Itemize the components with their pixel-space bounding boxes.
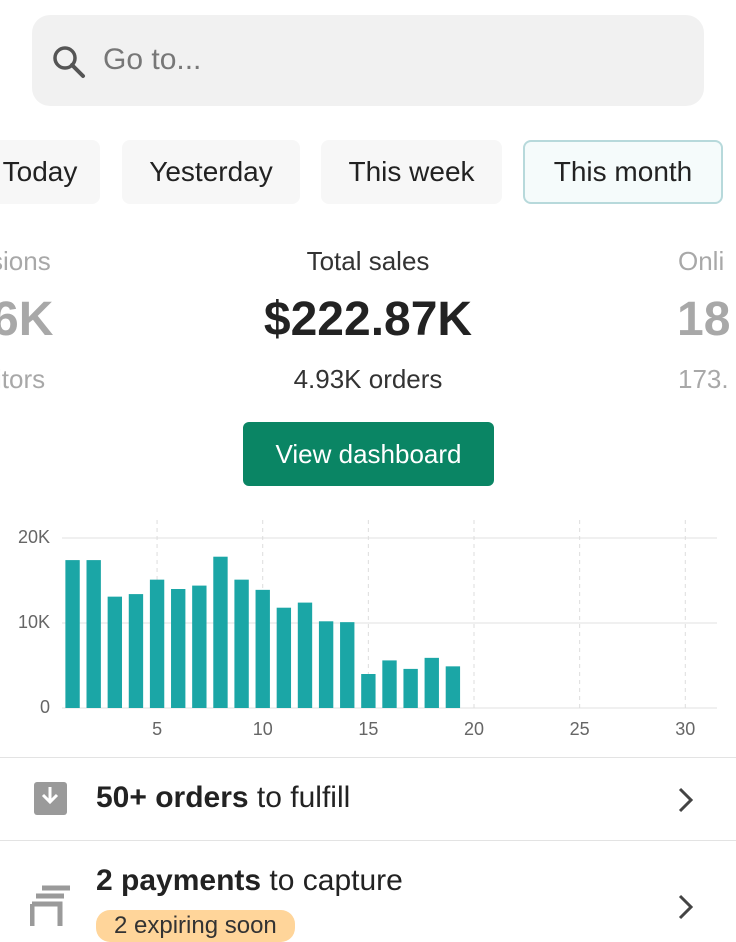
view-dashboard-button[interactable]: View dashboard [243, 422, 494, 486]
bar [171, 589, 186, 708]
search-bar[interactable]: Go to... [32, 15, 704, 106]
separator [0, 757, 736, 758]
metric-sub: 4.93K orders [293, 364, 443, 394]
metric-value: 18 [677, 293, 731, 346]
y-tick-label: 20K [18, 527, 50, 547]
badge: 2 expiring soon [96, 910, 295, 942]
task-row[interactable]: 50+ orders to fulfill [96, 781, 350, 815]
metric-title: sions [0, 246, 51, 276]
x-tick-label: 10 [253, 719, 273, 739]
tab[interactable]: This week [321, 140, 502, 204]
x-tick-label: 25 [570, 719, 590, 739]
x-tick-label: 15 [358, 719, 378, 739]
bar [255, 589, 270, 708]
search-icon [53, 46, 85, 78]
bar [361, 674, 376, 708]
bar [276, 607, 292, 708]
bar [340, 622, 355, 708]
task-text: to fulfill [248, 781, 351, 814]
tab[interactable]: Yesterday [122, 140, 300, 204]
chevron [678, 787, 694, 813]
bar [128, 594, 144, 708]
bar [403, 668, 418, 708]
x-tick-label: 20 [464, 719, 484, 739]
tab-selected[interactable]: This month [523, 140, 723, 204]
fulfill-icon [34, 782, 67, 815]
bar [213, 556, 228, 708]
metric-value: $222.87K [263, 293, 473, 346]
x-tick-label: 5 [152, 719, 162, 739]
y-tick-label: 10K [18, 612, 50, 632]
bar [318, 621, 334, 708]
task-text: to capture [261, 864, 403, 897]
bar [86, 560, 101, 708]
y-tick-label: 0 [40, 697, 50, 717]
metric-title: Onli [678, 246, 725, 276]
bar [107, 596, 123, 708]
metric-sub: 173. [678, 364, 729, 394]
metric-sub: itors [0, 364, 46, 394]
bar [65, 560, 80, 708]
task-row[interactable]: 2 payments to capture [96, 864, 403, 898]
task-bold: 2 payments [96, 864, 262, 897]
chevron [678, 894, 694, 920]
bar [445, 666, 461, 708]
search-placeholder: Go to... [103, 43, 202, 76]
sales-chart: 0 10K 20K 5 10 15 20 25 30 [18, 520, 717, 739]
metric-title: Total sales [306, 246, 430, 276]
task-bold: 50+ orders [96, 781, 249, 814]
tab[interactable]: Today [0, 140, 100, 204]
metric-value: 6K [0, 293, 54, 346]
bar [297, 602, 313, 708]
separator [0, 840, 736, 841]
payment-icon [30, 885, 70, 926]
bar [192, 585, 207, 708]
bar [424, 657, 439, 708]
bar [382, 660, 397, 708]
bar [149, 579, 165, 708]
bar [234, 579, 249, 708]
x-tick-label: 30 [675, 719, 695, 739]
